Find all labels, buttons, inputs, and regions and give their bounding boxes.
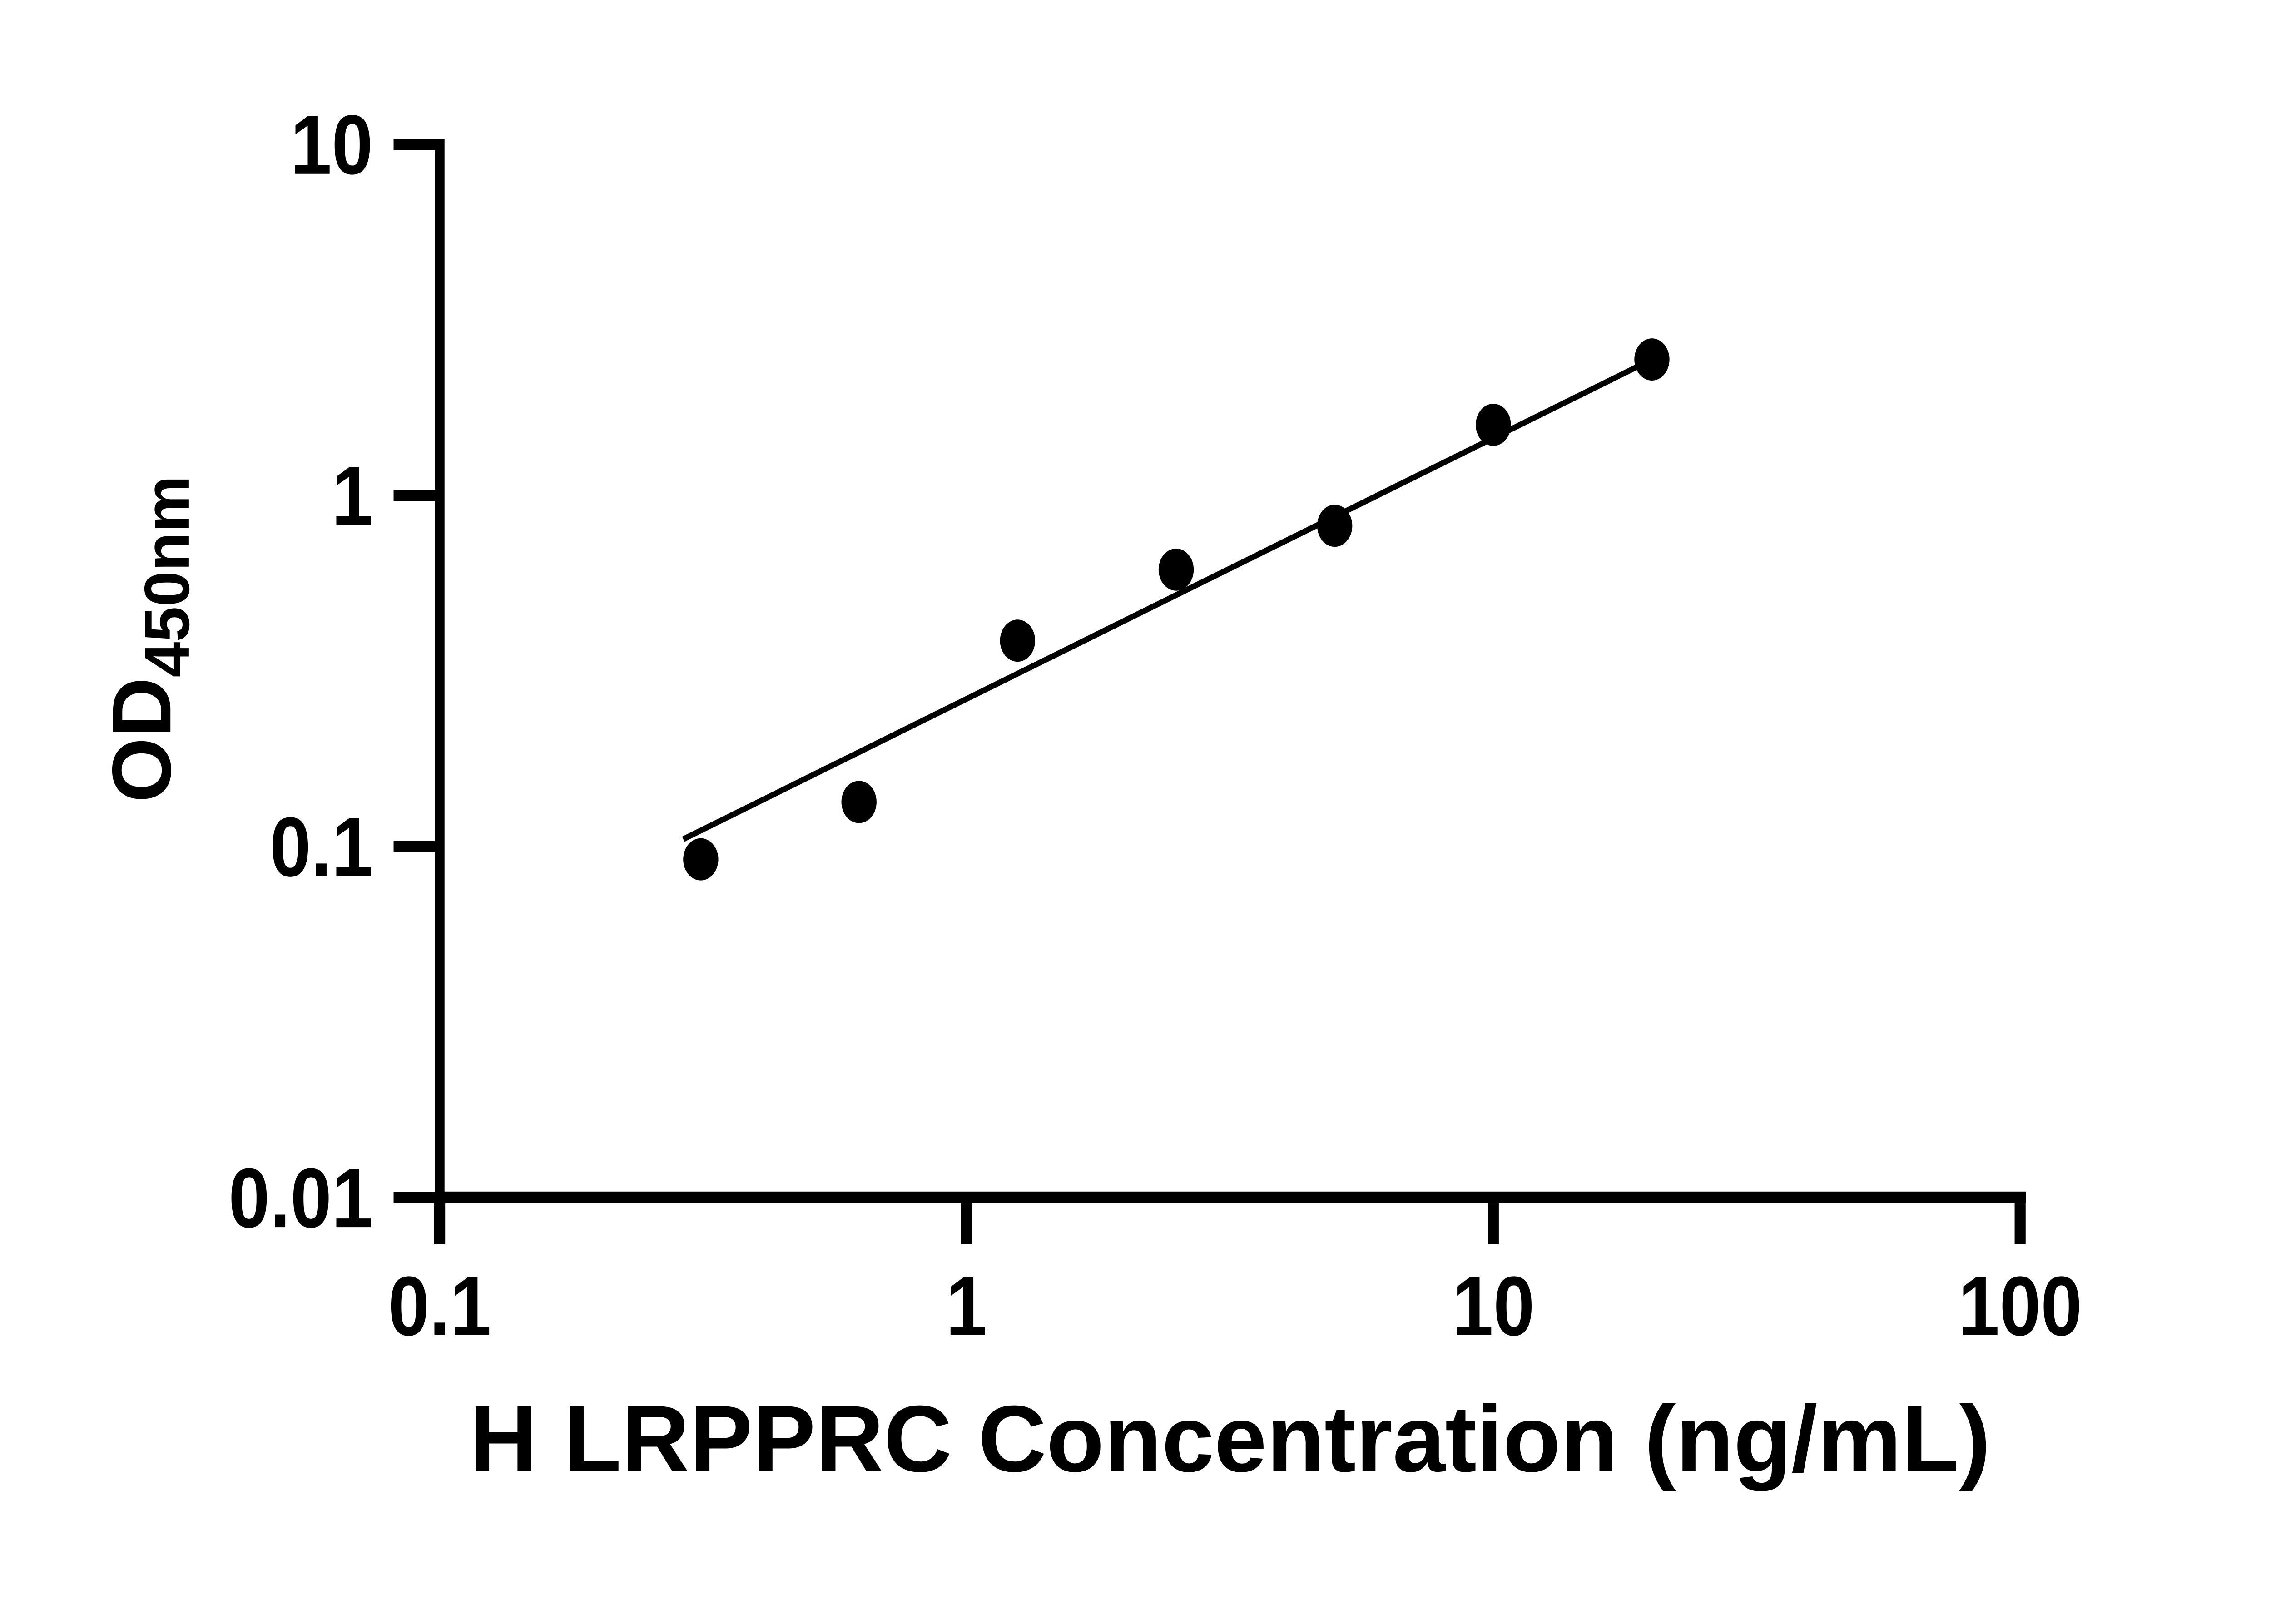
data-point [841, 781, 877, 823]
data-point [683, 838, 719, 881]
x-tick [434, 1203, 446, 1244]
y-tick [393, 139, 438, 150]
y-tick-label: 0.01 [228, 1151, 373, 1245]
y-axis-ticks [393, 139, 438, 1203]
x-tick [2014, 1203, 2026, 1244]
x-axis-title: H LRPPRC Concentration (ng/mL) [469, 1386, 1990, 1492]
data-point [1317, 505, 1353, 547]
chart-background [0, 0, 2271, 1570]
y-tick [393, 841, 438, 852]
data-points-group [683, 338, 1670, 881]
x-axis-line [435, 1191, 2026, 1203]
x-tick-label: 10 [1452, 1259, 1535, 1353]
x-tick-label: 100 [1958, 1259, 2082, 1353]
y-tick [393, 1192, 438, 1203]
x-tick-label: 0.1 [388, 1259, 491, 1353]
x-tick [961, 1203, 972, 1244]
data-point [1634, 338, 1670, 381]
x-tick-label: 1 [946, 1259, 987, 1353]
x-axis-ticks [434, 1203, 2026, 1244]
y-tick-label: 0.1 [270, 800, 373, 894]
x-axis-tick-labels: 0.1 1 10 100 [388, 1259, 2082, 1353]
data-point [1476, 403, 1511, 446]
y-axis-title-subscript: 450nm [131, 475, 203, 677]
x-tick [1488, 1203, 1499, 1244]
data-point [1158, 548, 1194, 591]
y-axis-title-main: OD [95, 677, 188, 802]
standard-curve-figure: 0.01 0.1 1 10 0.1 1 10 100 H LRPPRC Concentrat… [0, 0, 2271, 1570]
y-axis-title: OD450nm [95, 475, 203, 802]
y-axis-line [435, 139, 445, 1244]
y-axis-tick-labels: 0.01 0.1 1 10 [228, 98, 373, 1245]
data-point [1000, 619, 1036, 662]
y-tick-label: 1 [332, 449, 373, 543]
y-tick [393, 490, 438, 501]
y-tick-label: 10 [290, 98, 373, 192]
